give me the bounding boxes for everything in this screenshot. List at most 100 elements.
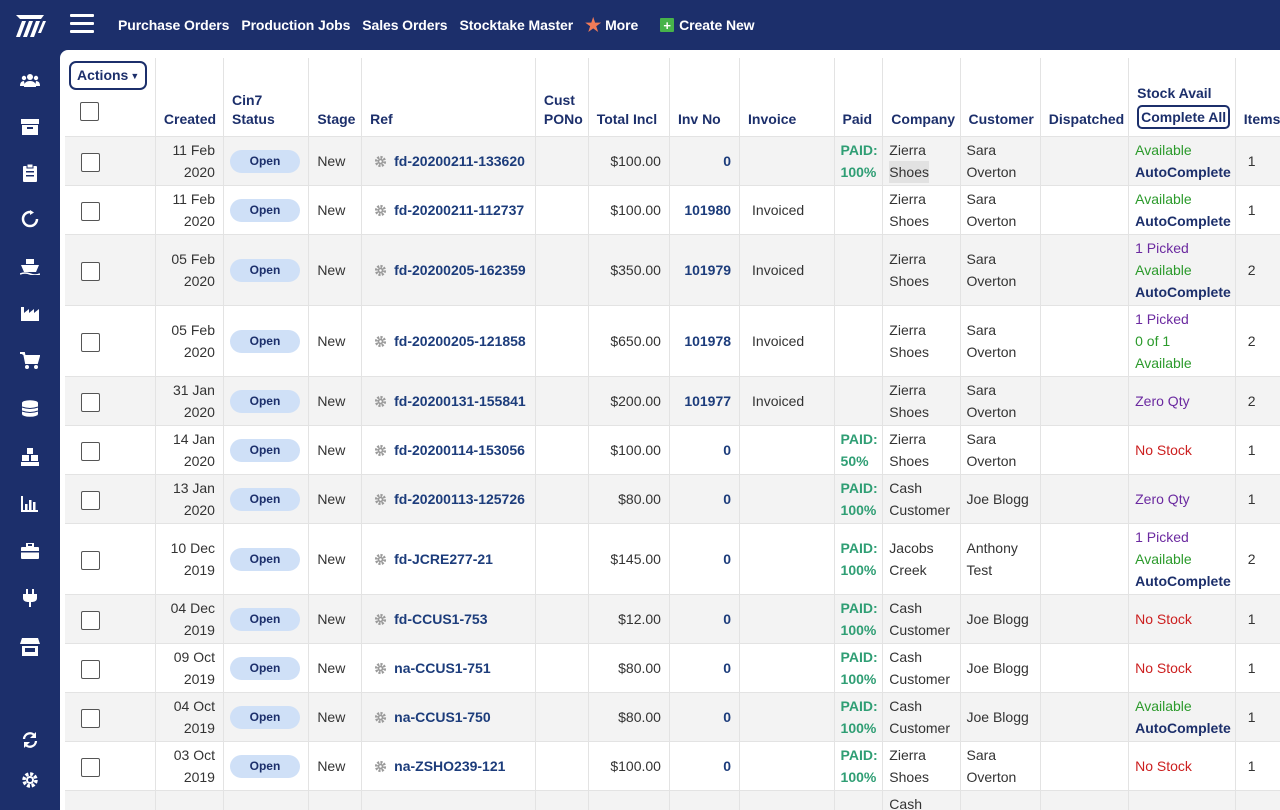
settings-icon[interactable] — [19, 769, 41, 791]
status-badge[interactable]: Open — [230, 755, 300, 778]
status-badge[interactable]: Open — [230, 330, 300, 353]
gear-icon[interactable] — [374, 613, 387, 626]
status-badge[interactable]: Open — [230, 608, 300, 631]
refresh-circle-icon[interactable] — [19, 208, 41, 230]
status-badge[interactable]: Open — [230, 706, 300, 729]
invoice-number-link[interactable]: 0 — [669, 595, 739, 644]
invoice-number-link[interactable]: 101980 — [669, 186, 739, 235]
invoice-number-link[interactable]: 0 — [669, 426, 739, 475]
status-badge[interactable]: Open — [230, 150, 300, 173]
complete-all-button[interactable]: Complete All — [1137, 105, 1230, 129]
header-created[interactable]: Created — [155, 58, 223, 137]
stock-status-3[interactable]: AutoComplete — [1135, 570, 1227, 592]
row-checkbox[interactable] — [81, 333, 100, 352]
gear-icon[interactable] — [374, 493, 387, 506]
stock-status-1[interactable]: Available — [1135, 695, 1227, 717]
stock-status-1[interactable]: No Stock — [1135, 657, 1227, 679]
stock-status-1[interactable]: Available — [1135, 139, 1227, 161]
header-customer[interactable]: Customer — [960, 58, 1040, 137]
invoice-number-link[interactable]: 101977 — [669, 377, 739, 426]
order-ref-link[interactable]: fd-JCRE277-21 — [394, 551, 493, 567]
status-badge[interactable]: Open — [230, 657, 300, 680]
invoice-number-link[interactable]: 0 — [669, 475, 739, 524]
order-ref-link[interactable]: fd-20200114-153056 — [394, 442, 525, 458]
row-checkbox[interactable] — [81, 491, 100, 510]
nav-create-new[interactable]: +Create New — [650, 17, 754, 33]
stock-status-1[interactable]: Zero Qty — [1135, 390, 1227, 412]
header-cust-pono[interactable]: Cust PONo — [535, 58, 588, 137]
header-paid[interactable]: Paid — [834, 58, 883, 137]
stock-status-1[interactable]: 1 Picked — [1135, 237, 1227, 259]
gear-icon[interactable] — [374, 395, 387, 408]
gear-icon[interactable] — [374, 711, 387, 724]
stock-status-1[interactable]: Available — [1135, 188, 1227, 210]
row-checkbox[interactable] — [81, 442, 100, 461]
briefcase-icon[interactable] — [19, 540, 41, 562]
order-ref-link[interactable]: na-ZSHO239-121 — [394, 758, 505, 774]
order-ref-link[interactable]: na-CCUS1-750 — [394, 709, 490, 725]
gear-icon[interactable] — [374, 662, 387, 675]
invoice-number-link[interactable]: 0 — [669, 742, 739, 791]
gear-icon[interactable] — [374, 760, 387, 773]
status-badge[interactable]: Open — [230, 488, 300, 511]
stock-status-2[interactable]: AutoComplete — [1135, 717, 1227, 739]
order-ref-link[interactable]: fd-20200113-125726 — [394, 491, 525, 507]
row-checkbox[interactable] — [81, 262, 100, 281]
gear-icon[interactable] — [374, 264, 387, 277]
box-icon[interactable] — [19, 116, 41, 138]
gear-icon[interactable] — [374, 155, 387, 168]
cart-icon[interactable] — [19, 350, 41, 372]
hamburger-menu-icon[interactable] — [70, 14, 94, 34]
order-ref-link[interactable]: fd-20200205-121858 — [394, 333, 526, 349]
row-checkbox[interactable] — [81, 551, 100, 570]
invoice-number-link[interactable]: 101979 — [669, 235, 739, 306]
nav-more[interactable]: ★More — [585, 16, 638, 34]
header-dispatched[interactable]: Dispatched — [1040, 58, 1128, 137]
sync-icon[interactable] — [19, 729, 41, 751]
store-icon[interactable] — [19, 636, 41, 658]
stock-status-1[interactable]: No Stock — [1135, 755, 1227, 777]
invoice-number-link[interactable]: 0 — [669, 693, 739, 742]
gear-icon[interactable] — [374, 553, 387, 566]
header-invoice[interactable]: Invoice — [740, 58, 834, 137]
row-checkbox[interactable] — [81, 393, 100, 412]
order-ref-link[interactable]: fd-20200205-162359 — [394, 262, 526, 278]
stock-status-1[interactable]: No Stock — [1135, 608, 1227, 630]
table-row[interactable]: 27 SepPAID:Cash — [65, 791, 1280, 810]
stock-avail-label[interactable]: Stock Avail — [1137, 84, 1227, 103]
status-badge[interactable]: Open — [230, 439, 300, 462]
status-badge[interactable]: Open — [230, 259, 300, 282]
header-company[interactable]: Company — [883, 58, 960, 137]
order-ref-link[interactable]: fd-CCUS1-753 — [394, 611, 487, 627]
header-status[interactable]: Cin7 Status — [223, 58, 308, 137]
stock-status-3[interactable]: AutoComplete — [1135, 281, 1227, 303]
row-checkbox[interactable] — [81, 611, 100, 630]
stock-status-1[interactable]: Zero Qty — [1135, 488, 1227, 510]
row-checkbox[interactable] — [81, 709, 100, 728]
status-badge[interactable]: Open — [230, 199, 300, 222]
stock-status-1[interactable]: No Stock — [1135, 439, 1227, 461]
row-checkbox[interactable] — [81, 660, 100, 679]
row-checkbox[interactable] — [81, 758, 100, 777]
coins-icon[interactable] — [19, 398, 41, 420]
nav-stocktake-master[interactable]: Stocktake Master — [459, 17, 573, 33]
bar-chart-icon[interactable] — [19, 493, 41, 515]
warehouse-icon[interactable] — [19, 446, 41, 468]
invoice-number-link[interactable] — [669, 791, 739, 810]
header-total[interactable]: Total Incl — [588, 58, 669, 137]
factory-icon[interactable] — [19, 302, 41, 324]
users-icon[interactable] — [19, 69, 41, 91]
nav-sales-orders[interactable]: Sales Orders — [362, 17, 447, 33]
gear-icon[interactable] — [374, 444, 387, 457]
nav-purchase-orders[interactable]: Purchase Orders — [118, 17, 229, 33]
gear-icon[interactable] — [374, 204, 387, 217]
